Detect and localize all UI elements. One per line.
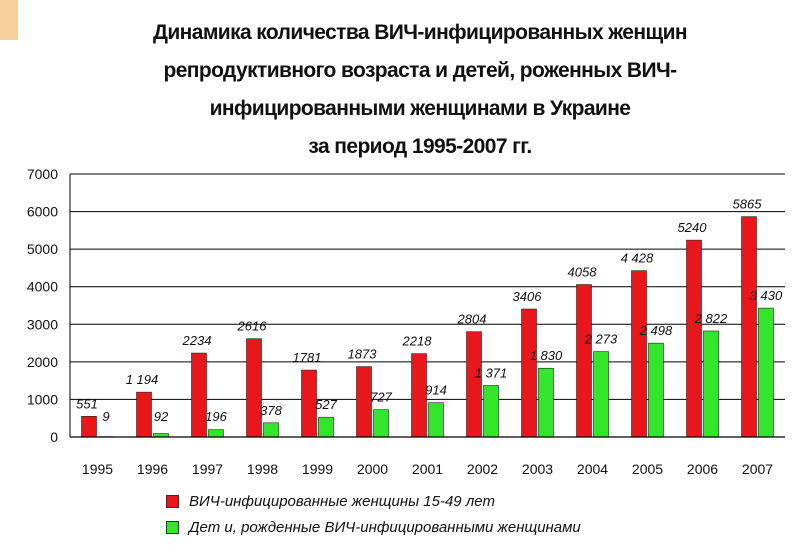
bar-green [648, 342, 664, 438]
legend-swatch-green [166, 520, 179, 534]
x-tick-label: 2005 [632, 461, 663, 477]
bar-red [81, 415, 97, 438]
legend-label-red: ВИЧ-инфицированные женщины 15-49 лет [189, 492, 495, 510]
data-label-green: 914 [425, 383, 447, 398]
legend-swatch-red [166, 494, 179, 508]
data-label-green: 9 [102, 409, 109, 424]
data-label-red: 2804 [457, 312, 487, 327]
x-tick-label: 2007 [742, 461, 773, 477]
x-tick-label: 1999 [302, 461, 333, 477]
chart-title-line-3: инфицированными женщинами в Украине [209, 97, 631, 120]
data-label-green: 2 498 [639, 323, 673, 338]
y-tick-label: 5000 [27, 241, 58, 257]
data-label-red: 1873 [348, 347, 378, 362]
legend-label-green: Дет и, рожденные ВИЧ-инфицированными жен… [189, 518, 581, 536]
data-label-red: 4058 [568, 265, 598, 280]
legend-item-red: ВИЧ-инфицированные женщины 15-49 лет [166, 488, 581, 514]
bar-green [428, 402, 444, 438]
data-label-green: 378 [260, 403, 282, 418]
bar-red [576, 284, 592, 438]
y-tick-label: 1000 [27, 391, 58, 407]
bar-green [318, 416, 334, 438]
x-tick-label: 1995 [82, 461, 113, 477]
x-tick-label: 2001 [412, 461, 443, 477]
data-label-red: 5240 [678, 220, 708, 235]
data-label-green: 1 830 [530, 348, 563, 363]
bar-red [466, 331, 482, 438]
x-tick-label: 1997 [192, 461, 223, 477]
data-label-green: 727 [370, 390, 392, 405]
bar-red [686, 239, 702, 438]
y-tick-label: 7000 [27, 166, 58, 182]
data-label-green: 1 371 [475, 365, 508, 380]
bar-green [538, 367, 554, 438]
chart-title-line-1: Динамика количества ВИЧ-инфицированных ж… [153, 21, 688, 44]
data-label-green: 92 [154, 409, 169, 424]
data-label-red: 1 194 [126, 372, 159, 387]
data-label-green: 196 [205, 409, 227, 424]
data-label-red: 1781 [293, 350, 322, 365]
bar-green [758, 307, 774, 438]
bar-green [263, 422, 279, 438]
bar-green [703, 330, 719, 438]
bar-green [373, 409, 389, 438]
x-tick-label: 2004 [577, 461, 608, 477]
x-tick-label: 1998 [247, 461, 278, 477]
y-tick-label: 3000 [27, 316, 58, 332]
data-label-green: 2 822 [694, 311, 728, 326]
data-label-red: 3406 [513, 289, 543, 304]
y-tick-label: 2000 [27, 354, 58, 370]
bar-green [593, 351, 609, 438]
y-tick-label: 6000 [27, 204, 58, 220]
bar-green [208, 429, 224, 438]
bar-red [191, 352, 207, 438]
chart-title-line-4: за период 1995-2007 гг. [308, 135, 532, 158]
data-label-green: 2 273 [584, 332, 618, 347]
x-tick-label: 2003 [522, 461, 553, 477]
data-label-red: 2616 [237, 319, 268, 334]
x-tick-label: 1996 [137, 461, 168, 477]
bar-green [483, 385, 499, 438]
x-tick-label: 2002 [467, 461, 498, 477]
data-label-red: 2234 [182, 333, 212, 348]
legend-item-green: Дет и, рожденные ВИЧ-инфицированными жен… [166, 514, 581, 540]
x-tick-label: 2006 [687, 461, 718, 477]
data-label-red: 551 [76, 396, 98, 411]
data-label-red: 2218 [402, 334, 433, 349]
data-label-green: 3 430 [750, 288, 783, 303]
x-tick-label: 2000 [357, 461, 388, 477]
chart-title-line-2: репродуктивного возраста и детей, роженн… [163, 59, 677, 82]
bar-red [521, 308, 537, 438]
data-label-red: 4 428 [621, 251, 654, 266]
bar-red [631, 270, 647, 438]
y-tick-label: 0 [50, 429, 58, 445]
corner-accent [0, 0, 18, 40]
bar-red [136, 391, 152, 438]
data-label-red: 5865 [733, 197, 763, 212]
bar-red [246, 338, 262, 438]
bar-red [741, 216, 757, 438]
data-label-green: 527 [315, 397, 337, 412]
y-tick-label: 4000 [27, 279, 58, 295]
legend: ВИЧ-инфицированные женщины 15-49 лет Дет… [166, 488, 581, 540]
chart-title: Динамика количества ВИЧ-инфицированных ж… [60, 14, 780, 166]
